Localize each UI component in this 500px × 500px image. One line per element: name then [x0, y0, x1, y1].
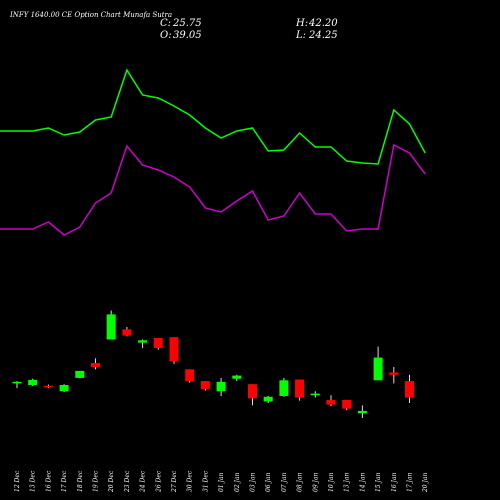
candle	[405, 374, 414, 404]
candle-body-down	[326, 399, 336, 405]
candle	[28, 378, 38, 387]
candle-body-up	[216, 381, 226, 392]
x-tick-label: 02 Jan	[234, 472, 241, 492]
x-tick-label: 20 Dec	[108, 470, 115, 493]
lower-indicator-line	[0, 143, 426, 236]
candle-body-down	[405, 381, 414, 398]
x-tick-label: 01 Jan	[218, 472, 225, 492]
x-tick-label: 23 Dec	[124, 470, 131, 493]
x-tick-label: 14 Jan	[359, 472, 366, 492]
candle	[232, 374, 242, 382]
candle-body-up	[373, 357, 383, 381]
x-tick-label: 07 Jan	[281, 472, 288, 492]
x-tick-label: 16 Jan	[391, 472, 398, 492]
candle	[122, 326, 132, 337]
candle-body-up	[357, 410, 367, 414]
candle-body-up	[75, 370, 85, 378]
open-value: 39.05	[173, 30, 202, 41]
high-label: H:	[295, 18, 308, 29]
candle	[12, 381, 22, 389]
candle	[59, 384, 69, 393]
low-label: L:	[295, 30, 306, 41]
x-tick-label: 09 Jan	[312, 472, 319, 492]
x-tick-label: 17 Jan	[407, 472, 414, 492]
candle-body-up	[28, 379, 38, 385]
candle	[75, 370, 85, 379]
candle-body-down	[342, 399, 352, 409]
candle	[216, 377, 226, 396]
candles	[12, 310, 414, 418]
candle	[106, 310, 116, 340]
x-tick-label: 24 Dec	[140, 470, 147, 493]
x-tick-label: 15 Jan	[375, 472, 382, 492]
indicator-lines	[0, 68, 426, 236]
candle	[373, 346, 383, 381]
candle	[91, 358, 100, 370]
x-tick-label: 12 Dec	[14, 470, 21, 492]
x-axis-ticks: 12 Dec 13 Dec 16 Dec 17 Dec 18 Dec 19 Dec 20 D…	[14, 470, 429, 493]
candle-body-up	[106, 314, 116, 340]
x-tick-label: 17 Dec	[61, 470, 68, 492]
x-tick-label: 03 Jan	[250, 472, 257, 492]
candle	[200, 381, 210, 391]
candle	[326, 395, 336, 407]
candle	[342, 399, 352, 411]
x-tick-label: 30 Dec	[187, 470, 194, 492]
candle-body-up	[138, 340, 148, 343]
upper-indicator-line	[0, 68, 426, 165]
candle-body-down	[153, 337, 163, 349]
chart-title: INFY 1640.00 CE Option Chart Munafa Sutr…	[9, 11, 172, 19]
candle	[153, 337, 163, 350]
candle-body-down	[295, 379, 305, 398]
x-tick-label: 18 Dec	[77, 470, 84, 492]
candle-body-up	[279, 380, 289, 396]
candle-body-up	[59, 385, 69, 392]
x-tick-label: 16 Dec	[45, 470, 52, 492]
candle-body-down	[169, 337, 179, 362]
open-label: O:	[160, 30, 172, 41]
candle	[263, 395, 273, 404]
candle-body-down	[248, 384, 257, 399]
x-tick-label: 10 Jan	[328, 472, 335, 492]
candle-body-down	[200, 381, 210, 389]
candle	[357, 405, 367, 418]
candle	[279, 377, 289, 397]
candle-body-up	[12, 381, 22, 384]
candle-body-down	[389, 372, 399, 375]
x-tick-label: 27 Dec	[171, 470, 178, 493]
x-tick-label: 19 Dec	[93, 470, 100, 492]
candle-body-up	[263, 396, 273, 402]
candle	[389, 366, 399, 384]
candle	[169, 337, 179, 364]
candle	[43, 384, 53, 389]
x-tick-label: 20 Jan	[422, 472, 429, 493]
low-value: 24.25	[308, 30, 338, 41]
x-tick-label: 26 Dec	[155, 470, 162, 493]
x-tick-label: 31 Dec	[202, 470, 209, 492]
candle-body-down	[91, 363, 100, 367]
candle-body-down	[43, 385, 53, 388]
close-value: 25.75	[172, 18, 202, 29]
high-value: 42.20	[308, 18, 338, 29]
close-label: C:	[160, 18, 171, 29]
candle-body-up	[310, 393, 320, 396]
candle	[248, 384, 257, 406]
x-tick-label: 13 Dec	[30, 470, 37, 492]
x-tick-label: 13 Jan	[344, 472, 351, 492]
candle	[185, 369, 195, 383]
candle	[295, 379, 305, 401]
candle-body-up	[232, 375, 242, 379]
x-tick-label: 06 Jan	[265, 472, 272, 492]
candle	[138, 339, 148, 349]
x-tick-label: 08 Jan	[297, 472, 304, 492]
candle	[310, 391, 320, 398]
candle-body-down	[122, 329, 132, 336]
candle-body-down	[185, 369, 195, 382]
